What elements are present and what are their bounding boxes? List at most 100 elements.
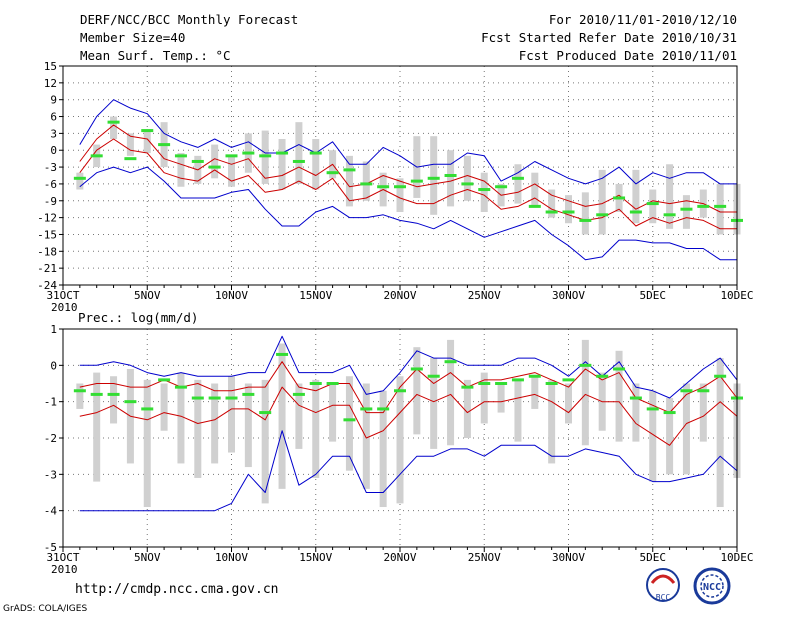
precip-observed-mark	[714, 374, 727, 378]
temp-xtick-label: 10DEC	[720, 289, 753, 302]
temp-observed-mark	[596, 213, 609, 217]
precip-ytick-label: -3	[44, 468, 57, 481]
ncc-logo-ring	[693, 567, 731, 605]
temp-observed-mark	[326, 171, 339, 175]
temp-ytick-label: -15	[37, 228, 57, 241]
temp-xtick-year: 2010	[51, 301, 78, 314]
temp-ytick-label: -12	[37, 212, 57, 225]
precip-bar	[278, 343, 286, 489]
temp-ytick-label: -6	[44, 178, 57, 191]
temp-observed-mark	[259, 154, 272, 158]
precip-observed-mark	[360, 407, 373, 411]
precip-observed-mark	[596, 374, 609, 378]
temp-xtick-label: 10NOV	[215, 289, 248, 302]
temp-observed-mark	[158, 143, 171, 147]
temp-ytick-label: -9	[44, 195, 57, 208]
precip-observed-mark	[461, 385, 474, 389]
temp-bar	[76, 172, 84, 190]
temp-bar	[126, 133, 134, 156]
precip-bar	[345, 376, 353, 471]
precip-observed-mark	[326, 382, 339, 385]
precip-bar	[565, 383, 572, 424]
temp-bar	[531, 172, 539, 207]
temp-observed-mark	[495, 185, 508, 189]
precip-observed-mark	[242, 392, 255, 396]
precip-bar	[531, 376, 539, 409]
precip-observed-mark	[680, 389, 693, 393]
temp-observed-mark	[292, 159, 305, 163]
temp-observed-mark	[613, 196, 626, 200]
precip-observed-mark	[377, 407, 390, 411]
temp-bar	[581, 192, 589, 235]
temp-ytick-label: -3	[44, 161, 57, 174]
precip-ytick-label: -5	[44, 541, 57, 554]
ncc-logo-text: NCC	[703, 582, 721, 593]
bcc-logo-ring	[646, 568, 680, 602]
temp-ytick-label: 0	[50, 144, 57, 157]
temp-bar	[682, 195, 690, 229]
precip-observed-mark	[158, 378, 171, 382]
precip-bar	[649, 390, 657, 482]
precip-observed-mark	[613, 367, 626, 371]
temp-xtick-label: 20NOV	[383, 289, 416, 302]
precip-xtick-label: 10DEC	[720, 551, 753, 564]
precip-bar	[329, 383, 337, 442]
precip-observed-mark	[528, 374, 541, 378]
precip-bar	[480, 372, 488, 424]
precip-observed-mark	[394, 389, 406, 393]
temp-observed-mark	[629, 210, 642, 214]
temp-bar	[430, 136, 438, 215]
temp-ytick-label: -24	[37, 279, 57, 292]
temp-ytick-label: 12	[44, 77, 57, 90]
precip-line-upper	[79, 361, 738, 414]
temp-bar	[177, 153, 185, 187]
precip-bar	[143, 379, 151, 508]
temp-observed-mark	[427, 176, 440, 180]
temp-bar	[228, 155, 235, 187]
footer-url[interactable]: http://cmdp.ncc.cma.gov.cn	[75, 582, 279, 597]
temp-observed-mark	[511, 176, 524, 180]
temp-bar	[143, 130, 151, 154]
footer-credit: GrADS: COLA/IGES	[3, 604, 88, 614]
precip-xtick-label: 5DEC	[640, 551, 667, 564]
precip-xtick-label: 5NOV	[134, 551, 161, 564]
precip-bar	[497, 383, 505, 413]
precip-observed-mark	[90, 392, 103, 396]
header-start-date: Fcst Started Refer Date 2010/10/31	[481, 30, 737, 45]
bcc-logo: BCC	[646, 568, 680, 602]
temp-observed-mark	[562, 210, 575, 214]
precip-bar	[194, 379, 202, 478]
precip-bar	[261, 379, 269, 504]
precip-bar	[716, 358, 724, 508]
precip-bar	[362, 383, 370, 489]
temp-bar	[396, 178, 404, 212]
precip-xtick-label: 25NOV	[468, 551, 501, 564]
header-produced-date: Fcst Produced Date 2010/11/01	[518, 48, 737, 63]
temp-observed-mark	[579, 218, 592, 222]
precip-observed-mark	[208, 396, 221, 400]
precip-observed-mark	[444, 360, 457, 364]
precip-panel-title: Prec.: log(mm/d)	[78, 310, 198, 325]
temp-bar	[480, 172, 488, 212]
temp-observed-mark	[545, 210, 558, 214]
temp-bar	[447, 150, 455, 207]
temp-observed-mark	[410, 179, 423, 183]
precip-observed-mark	[343, 418, 356, 422]
temp-bar	[565, 195, 572, 224]
precip-bar	[396, 376, 404, 504]
temp-line-ensemble-max	[79, 99, 737, 185]
bcc-logo-text: BCC	[656, 593, 671, 602]
precip-xtick-year: 2010	[51, 563, 78, 576]
precip-line-ensemble-max	[79, 335, 738, 399]
temp-xtick-label: 5DEC	[640, 289, 667, 302]
precip-observed-mark	[697, 389, 710, 393]
bcc-logo-swirl	[650, 574, 676, 584]
temp-observed-mark	[461, 182, 474, 186]
temp-xtick-label: 15NOV	[299, 289, 332, 302]
temp-xtick-label: 25NOV	[468, 289, 501, 302]
temp-bar	[666, 164, 674, 229]
temp-bar	[514, 164, 522, 204]
precip-observed-mark	[646, 407, 659, 411]
